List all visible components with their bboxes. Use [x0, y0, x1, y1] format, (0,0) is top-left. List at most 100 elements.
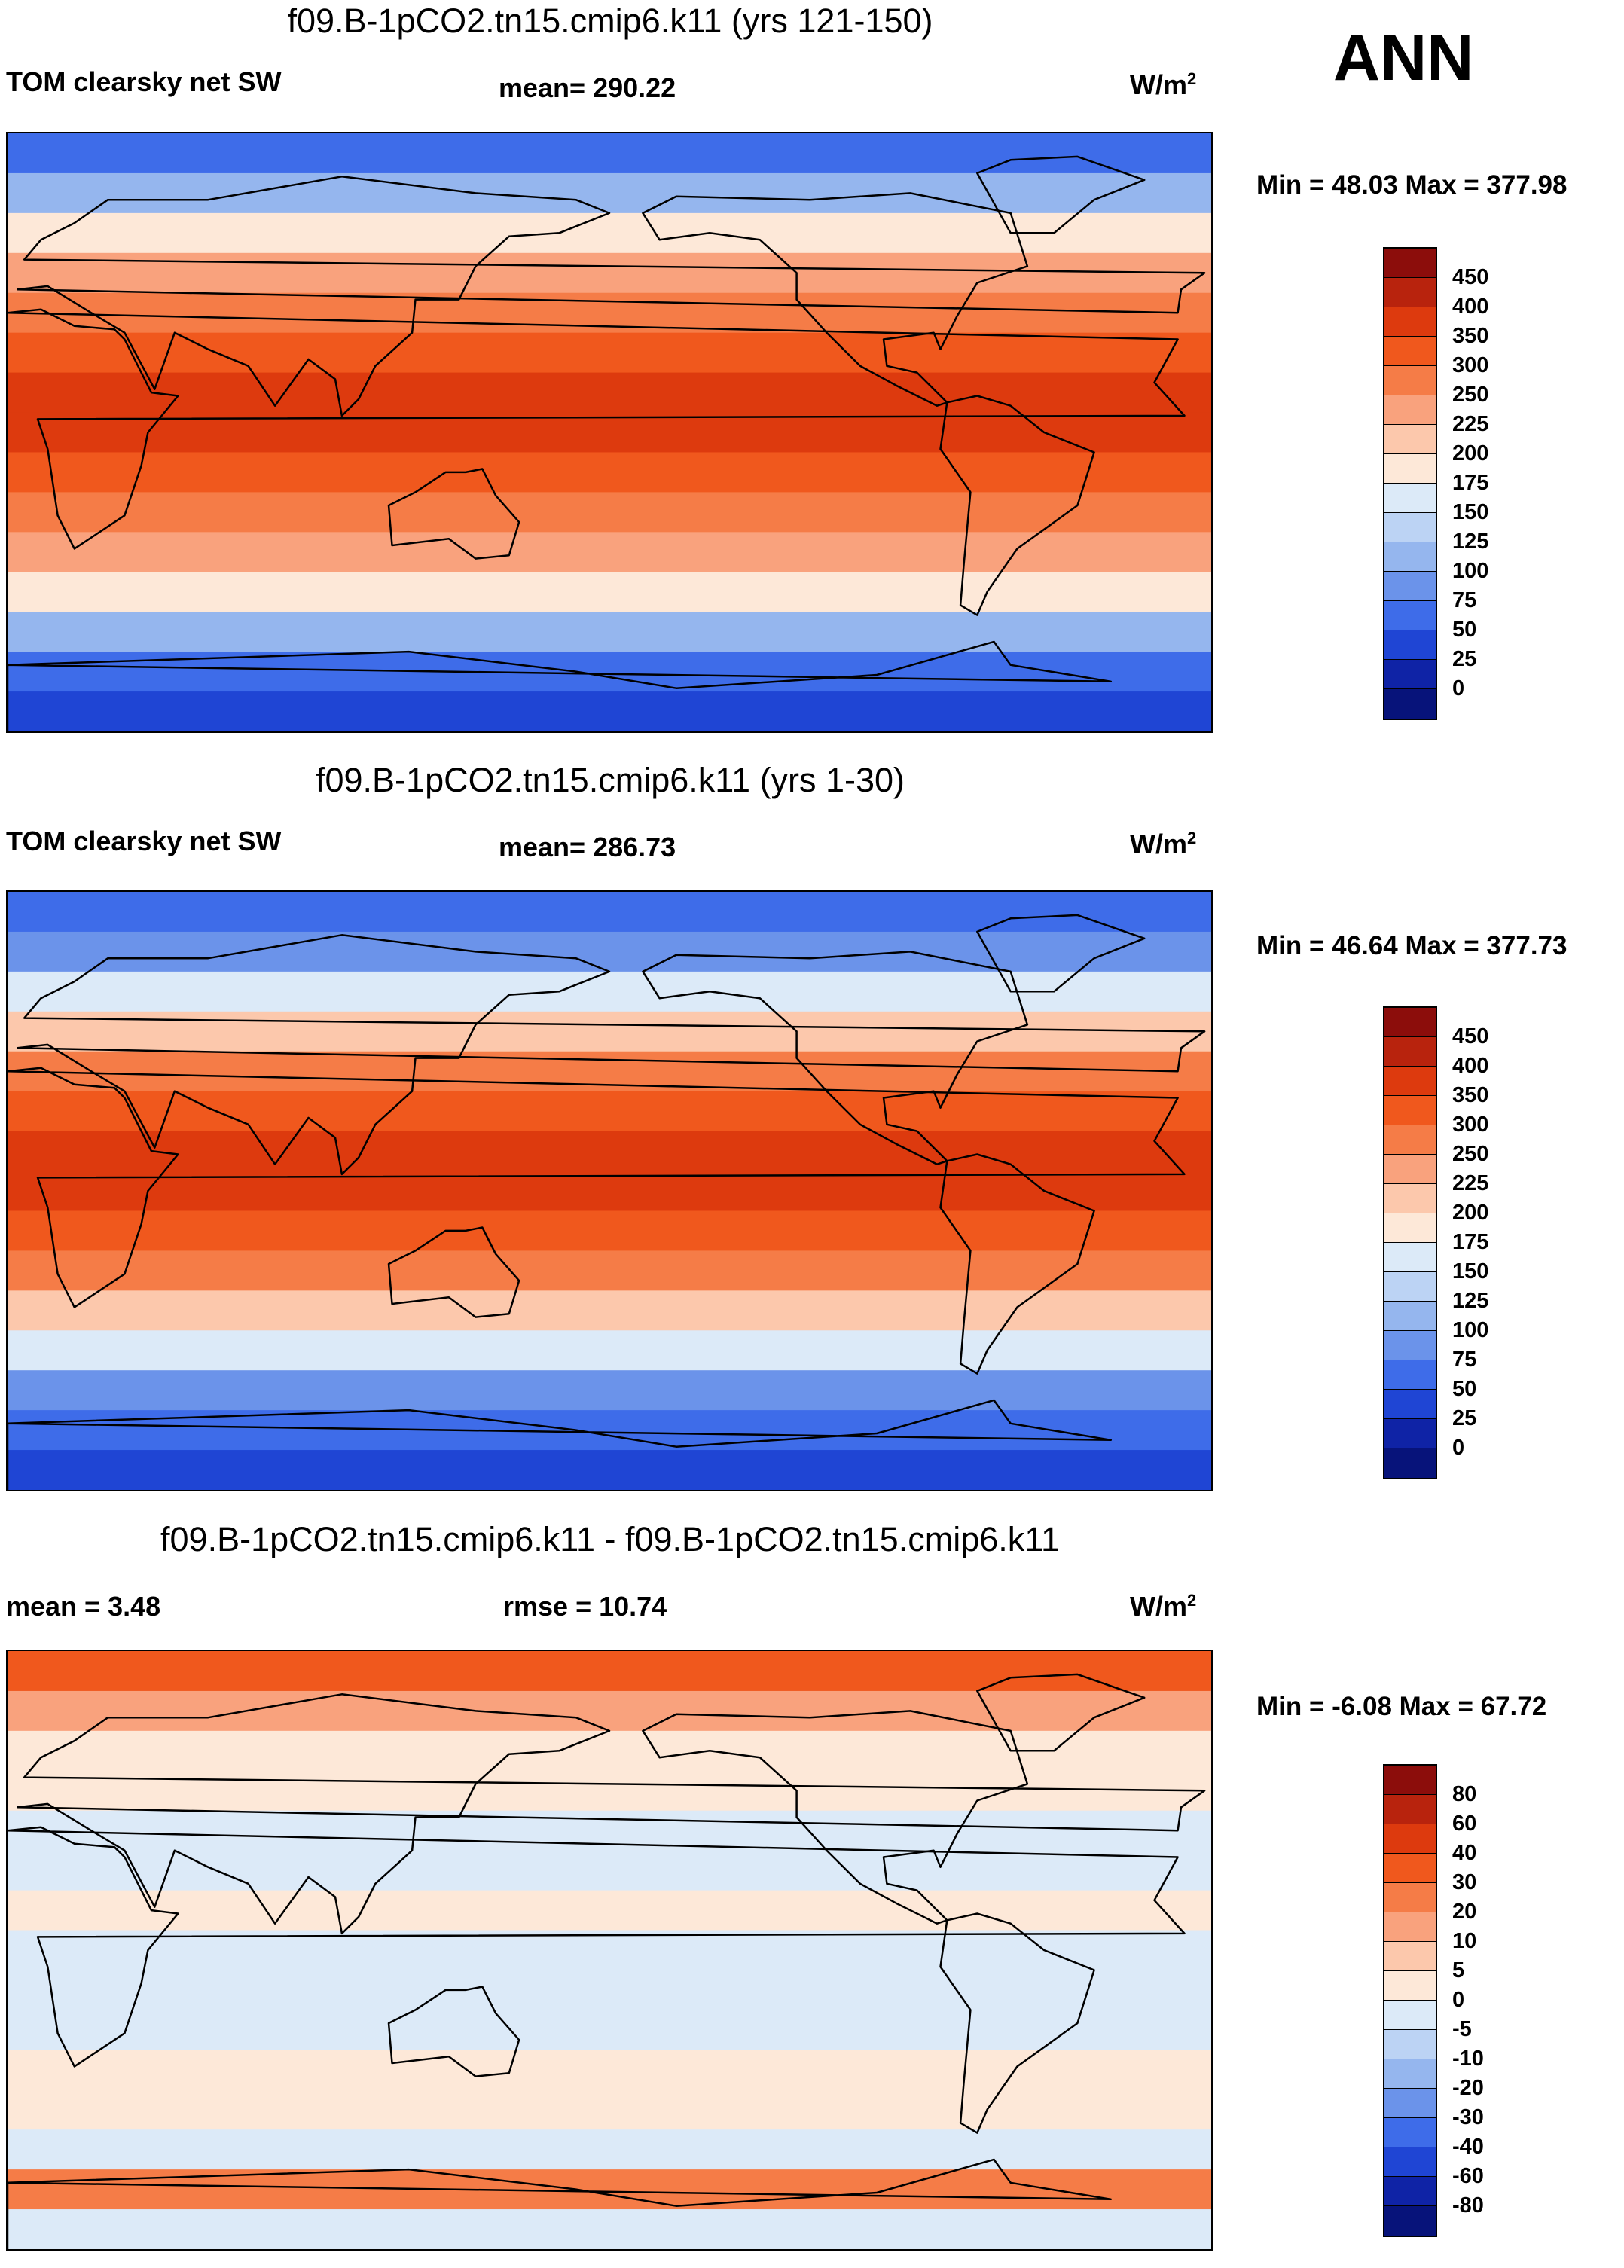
- coastline-africa: [8, 1826, 1186, 2068]
- latitude-band-5: [8, 1850, 1211, 1891]
- panel2-mean: mean= 286.73: [499, 832, 676, 862]
- latitude-band-14: [8, 2209, 1211, 2249]
- latitude-band-6: [8, 372, 1211, 414]
- colorbar-swatch-15: [1384, 689, 1436, 719]
- colorbar-swatch-3: [1384, 337, 1436, 366]
- colorbar-tick-label: -20: [1452, 2076, 1484, 2100]
- latitude-band-13: [8, 1410, 1211, 1451]
- panel1-units-base: W/m: [1130, 69, 1187, 100]
- colorbar-swatch-14: [1384, 1419, 1436, 1448]
- colorbar-tick-label: 40: [1452, 1841, 1477, 1865]
- colorbar-swatch-6: [1384, 425, 1436, 454]
- coastline-africa: [8, 1067, 1186, 1308]
- colorbar-tick-label: 30: [1452, 1870, 1477, 1894]
- colorbar-tick-label: 225: [1452, 1171, 1489, 1195]
- colorbar-tick-label: 75: [1452, 588, 1477, 612]
- colorbar-swatch-10: [1384, 542, 1436, 572]
- panel2-colorbar: [1383, 1006, 1437, 1479]
- latitude-band-13: [8, 652, 1211, 693]
- latitude-band-6: [8, 1890, 1211, 1931]
- colorbar-tick-label: 200: [1452, 441, 1489, 466]
- colorbar-swatch-8: [1384, 484, 1436, 513]
- colorbar-swatch-12: [1384, 601, 1436, 630]
- coastline-samerica: [939, 1912, 1095, 2134]
- panel3-units-exp: 2: [1187, 1591, 1197, 1610]
- colorbar-tick-label: 0: [1452, 1436, 1465, 1460]
- colorbar-swatch-0: [1384, 249, 1436, 278]
- panel1-map: [6, 132, 1213, 733]
- latitude-band-10: [8, 1290, 1211, 1332]
- colorbar-swatch-3: [1384, 1854, 1436, 1883]
- colorbar-tick-label: 450: [1452, 265, 1489, 289]
- latitude-band-3: [8, 1011, 1211, 1052]
- panel2-map: [6, 890, 1213, 1491]
- latitude-band-5: [8, 1091, 1211, 1132]
- latitude-band-11: [8, 572, 1211, 613]
- colorbar-tick-label: -80: [1452, 2193, 1484, 2218]
- panel3-map: [6, 1650, 1213, 2251]
- colorbar-swatch-9: [1384, 2030, 1436, 2059]
- latitude-band-14: [8, 691, 1211, 731]
- coastline-greenland: [976, 914, 1146, 993]
- latitude-band-12: [8, 2129, 1211, 2171]
- colorbar-swatch-14: [1384, 660, 1436, 689]
- panel1-colorbar: [1383, 247, 1437, 720]
- panel1-mean: mean= 290.22: [499, 72, 676, 103]
- latitude-band-8: [8, 452, 1211, 493]
- coastline-greenland: [976, 1673, 1146, 1752]
- colorbar-tick-label: 125: [1452, 530, 1489, 554]
- coastline-antarctica: [8, 1399, 1113, 1490]
- colorbar-tick-label: -60: [1452, 2164, 1484, 2188]
- colorbar-swatch-8: [1384, 1243, 1436, 1272]
- colorbar-swatch-5: [1384, 1155, 1436, 1184]
- latitude-band-13: [8, 2169, 1211, 2211]
- latitude-band-10: [8, 2050, 1211, 2091]
- colorbar-tick-label: 400: [1452, 295, 1489, 319]
- coastline-namerica: [642, 1710, 1029, 1925]
- colorbar-swatch-7: [1384, 454, 1436, 484]
- latitude-band-9: [8, 492, 1211, 533]
- panel2-title: f09.B-1pCO2.tn15.cmip6.k11 (yrs 1-30): [315, 761, 905, 799]
- coastline-samerica: [939, 1153, 1095, 1375]
- colorbar-swatch-11: [1384, 572, 1436, 601]
- colorbar-tick-label: 20: [1452, 1900, 1477, 1924]
- coastline-eurasia: [17, 934, 1206, 1176]
- colorbar-swatch-8: [1384, 2001, 1436, 2030]
- colorbar-swatch-12: [1384, 2118, 1436, 2147]
- colorbar-tick-label: 350: [1452, 1083, 1489, 1107]
- colorbar-tick-label: 200: [1452, 1201, 1489, 1225]
- colorbar-tick-label: 80: [1452, 1782, 1477, 1806]
- coastline-samerica: [939, 395, 1095, 616]
- colorbar-tick-label: 300: [1452, 353, 1489, 377]
- colorbar-swatch-15: [1384, 1448, 1436, 1478]
- latitude-band-12: [8, 1370, 1211, 1412]
- colorbar-tick-label: 250: [1452, 1142, 1489, 1166]
- latitude-band-1: [8, 931, 1211, 972]
- panel3-rmse: rmse = 10.74: [503, 1591, 667, 1622]
- panel2-variable: TOM clearsky net SW: [6, 826, 282, 856]
- latitude-band-14: [8, 1450, 1211, 1490]
- panel3-title: f09.B-1pCO2.tn15.cmip6.k11 - f09.B-1pCO2…: [160, 1520, 1060, 1558]
- colorbar-swatch-9: [1384, 1272, 1436, 1302]
- colorbar-swatch-4: [1384, 1883, 1436, 1912]
- panel3-units-base: W/m: [1130, 1591, 1187, 1622]
- latitude-band-11: [8, 1330, 1211, 1372]
- panel1-units-exp: 2: [1187, 69, 1197, 88]
- coastline-eurasia: [17, 176, 1206, 417]
- colorbar-tick-label: -40: [1452, 2135, 1484, 2159]
- panel1-variable: TOM clearsky net SW: [6, 66, 282, 97]
- colorbar-tick-label: 450: [1452, 1024, 1489, 1049]
- coastline-namerica: [642, 951, 1029, 1165]
- colorbar-swatch-6: [1384, 1184, 1436, 1213]
- coastline-greenland: [976, 155, 1146, 234]
- colorbar-swatch-14: [1384, 2177, 1436, 2206]
- colorbar-tick-label: 225: [1452, 412, 1489, 436]
- panel2-minmax: Min = 46.64 Max = 377.73: [1256, 931, 1568, 960]
- colorbar-swatch-10: [1384, 2059, 1436, 2089]
- latitude-band-9: [8, 1250, 1211, 1292]
- latitude-band-10: [8, 532, 1211, 573]
- coastline-africa: [8, 308, 1186, 550]
- latitude-band-0: [8, 133, 1211, 174]
- colorbar-swatch-15: [1384, 2206, 1436, 2236]
- latitude-band-6: [8, 1131, 1211, 1172]
